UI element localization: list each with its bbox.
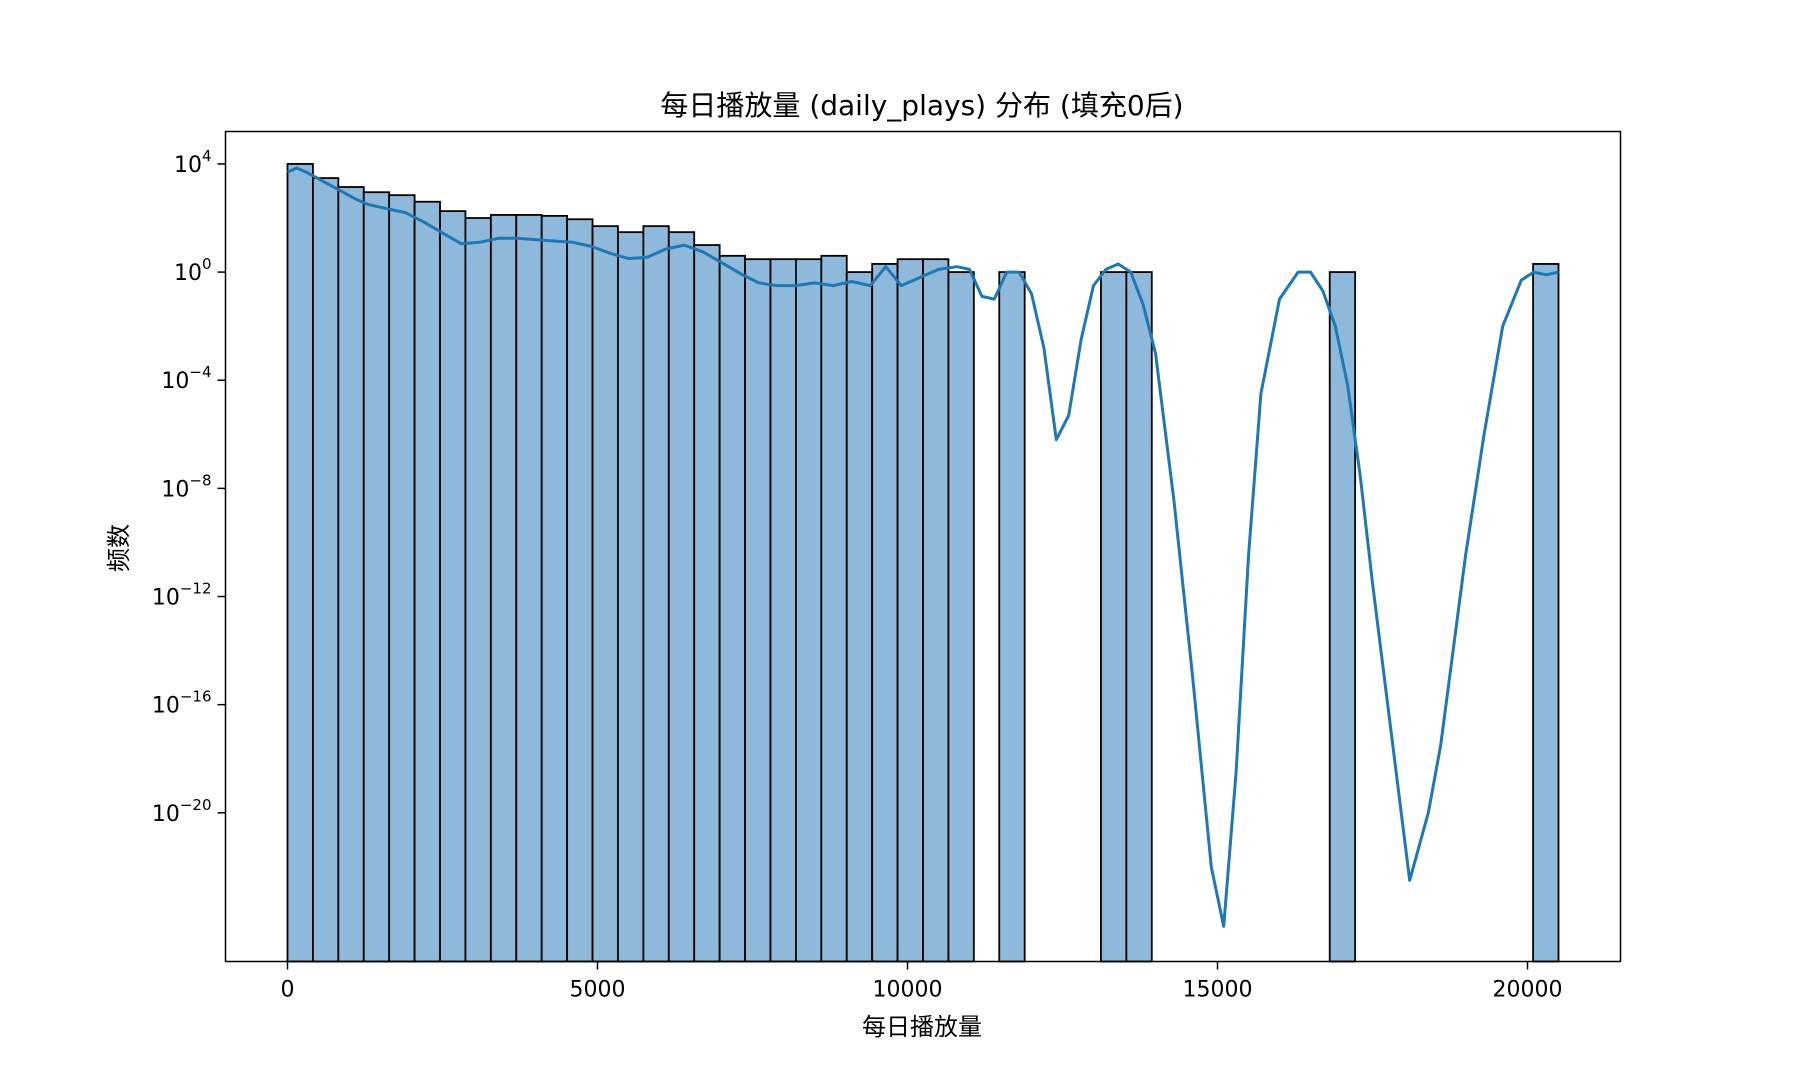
histogram-bar xyxy=(922,258,950,963)
histogram-bar xyxy=(896,258,924,963)
histogram-bar xyxy=(769,258,797,963)
histogram-bar xyxy=(1532,263,1560,963)
histogram-bar xyxy=(667,231,696,963)
histogram-bar xyxy=(718,254,746,963)
histogram-bar xyxy=(998,271,1026,963)
histogram-bar xyxy=(617,231,645,963)
y-tick-label: 10−20 xyxy=(152,796,212,827)
x-axis-label: 每日播放量 xyxy=(862,1013,982,1041)
histogram-bar xyxy=(312,177,340,963)
histogram-bar xyxy=(1328,271,1357,963)
histogram-bar xyxy=(1100,271,1128,963)
y-tick-base: 10 xyxy=(161,369,189,394)
histogram-bar xyxy=(693,244,721,963)
y-tick-base: 10 xyxy=(152,586,180,611)
y-tick-label: 10−8 xyxy=(161,471,211,502)
histogram-bar xyxy=(820,254,848,963)
y-tick-base: 10 xyxy=(152,802,180,827)
y-tick-exponent: −8 xyxy=(189,471,211,489)
chart-title: 每日播放量 (daily_plays) 分布 (填充0后) xyxy=(660,89,1183,122)
y-tick-base: 10 xyxy=(152,694,180,719)
histogram-bar xyxy=(845,271,874,963)
histogram-bar xyxy=(871,263,899,963)
y-tick-base: 10 xyxy=(174,261,202,286)
y-tick-label: 104 xyxy=(174,147,212,178)
histogram-bar xyxy=(489,214,518,963)
y-tick-exponent: −12 xyxy=(180,580,212,598)
x-tick-label: 10000 xyxy=(873,978,943,1003)
histogram-bar xyxy=(337,186,365,963)
kde-layer xyxy=(286,166,1559,928)
histogram-bar xyxy=(947,271,975,963)
histogram-bar xyxy=(642,225,670,963)
plot-frame xyxy=(224,130,1622,963)
x-tick-label: 5000 xyxy=(570,978,626,1003)
histogram-bar xyxy=(439,210,467,963)
y-tick-label: 10−16 xyxy=(152,688,212,719)
histogram-bar xyxy=(388,194,416,963)
histogram-bar xyxy=(413,200,441,963)
histogram-bar xyxy=(540,214,569,963)
y-tick-exponent: −20 xyxy=(180,796,212,814)
histogram-bar xyxy=(464,217,492,963)
y-tick-label: 10−4 xyxy=(161,363,211,394)
histogram-bar xyxy=(591,225,619,963)
y-tick-base: 10 xyxy=(161,477,189,502)
histogram-bar xyxy=(362,191,391,963)
y-tick-exponent: 0 xyxy=(202,255,212,273)
y-tick-base: 10 xyxy=(174,153,202,178)
histogram-bars xyxy=(286,163,1560,963)
histogram-bar xyxy=(515,214,543,963)
y-tick-exponent: −4 xyxy=(189,363,211,381)
y-tick-label: 100 xyxy=(174,255,212,286)
x-tick-label: 0 xyxy=(281,978,295,1003)
y-tick-label: 10−12 xyxy=(152,580,212,611)
histogram-bar xyxy=(566,218,594,963)
x-tick-label: 20000 xyxy=(1493,978,1563,1003)
x-tick-label: 15000 xyxy=(1183,978,1253,1003)
histogram-bar xyxy=(795,258,823,963)
kde-line xyxy=(286,166,1559,928)
histogram-bar xyxy=(1125,271,1153,963)
x-axis-ticks: 0 5000 10000 15000 20000 xyxy=(281,961,1563,1003)
y-tick-exponent: 4 xyxy=(202,147,212,165)
y-axis-label: 频数 xyxy=(105,524,133,572)
y-tick-exponent: −16 xyxy=(180,688,212,706)
histogram-bar xyxy=(744,258,772,963)
histogram-bar xyxy=(286,163,314,963)
